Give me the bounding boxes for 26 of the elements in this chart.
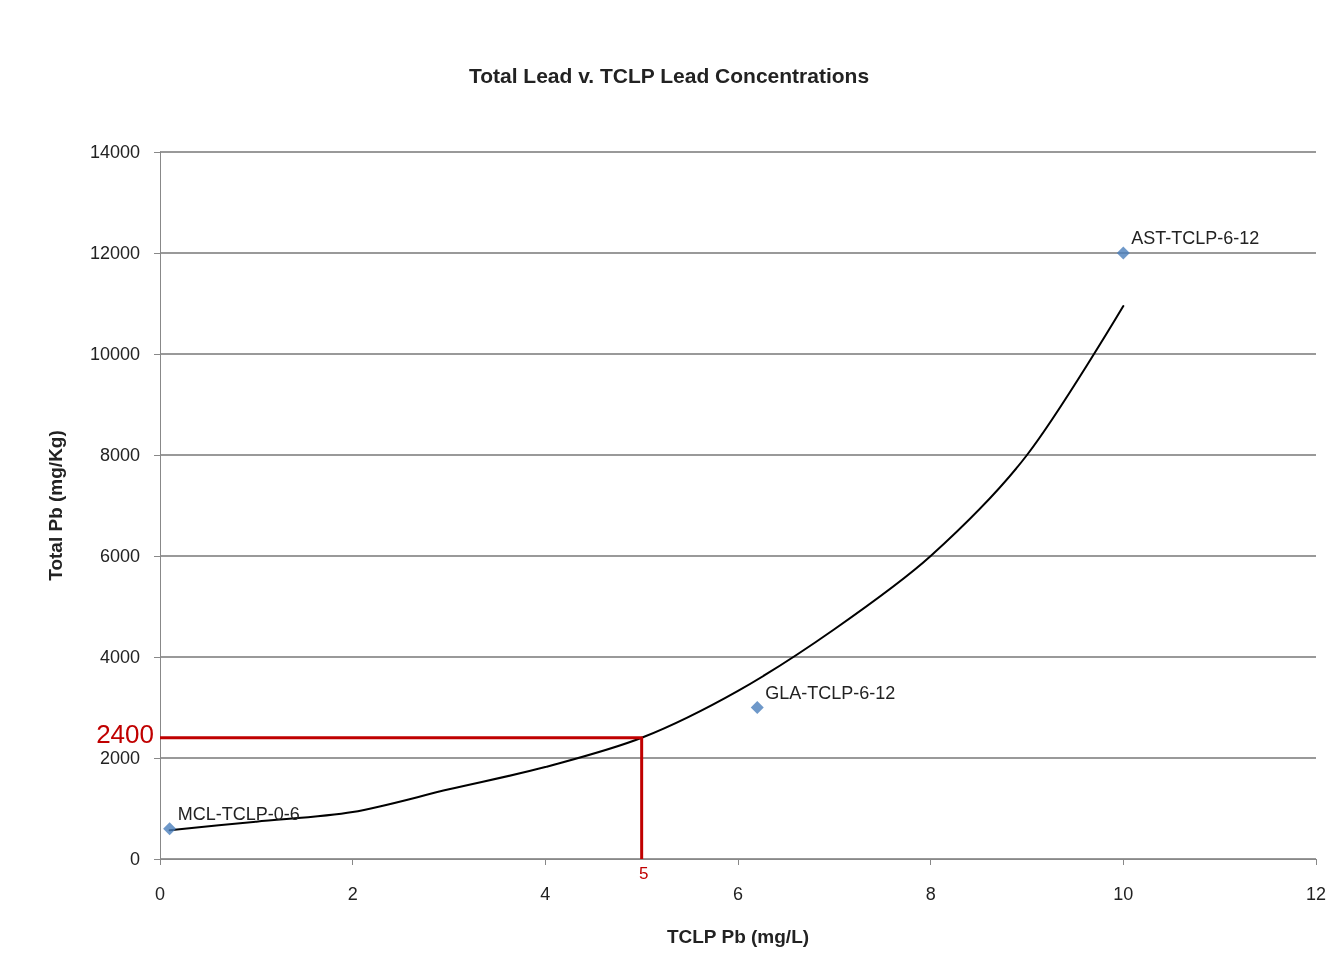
x-tick-label: 2 [347,884,358,904]
y-tick-label: 4000 [99,647,140,667]
x-tick-label: 8 [925,884,936,904]
annotation: AST-TCLP-6-12 [1131,228,1260,248]
x-tick-label: 4 [540,884,551,904]
y-tick-label: 14000 [89,142,140,162]
y-tick-label: 12000 [89,243,140,263]
y-tick-label: 6000 [99,546,140,566]
chart-title: Total Lead v. TCLP Lead Concentrations [468,64,870,87]
y-tick-label: 10000 [89,344,140,364]
y-tick-label: 2000 [99,748,140,768]
x-tick-label: 6 [732,884,744,904]
x-tick-label: 12 [1305,884,1327,904]
y-axis-title: Total Pb (mg/Kg) [45,430,66,581]
x-tick-label: 10 [1113,884,1134,904]
y-tick-label: 0 [129,849,140,869]
annotation: GLA-TCLP-6-12 [765,682,896,703]
point [1116,246,1130,260]
y-tick-label: 8000 [99,445,140,465]
annotation: MCL-TCLP-0-6 [177,803,300,824]
x-tick-label: 0 [154,884,166,904]
annotation: 2400 [96,718,154,749]
x-axis-title: TCLP Pb (mg/L) [666,926,810,947]
point [163,822,177,836]
annotation: 5 [638,864,649,883]
point [750,701,764,714]
